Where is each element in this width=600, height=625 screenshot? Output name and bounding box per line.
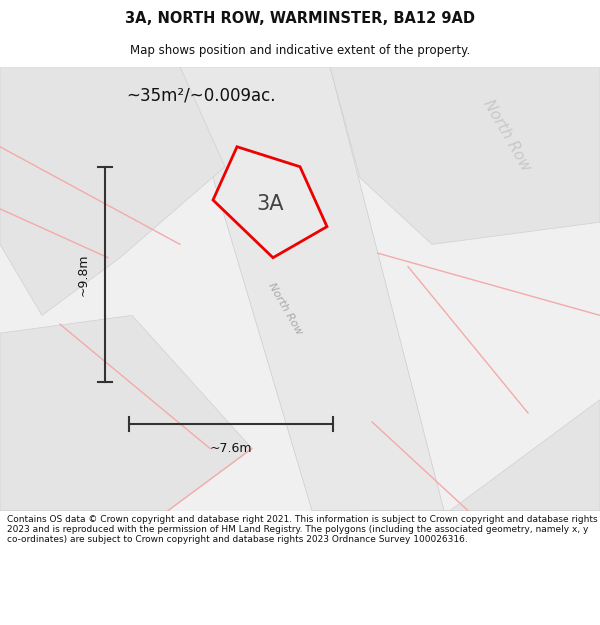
- Text: ~9.8m: ~9.8m: [77, 253, 90, 296]
- Polygon shape: [213, 147, 327, 258]
- Text: North Row: North Row: [266, 281, 304, 336]
- Text: Contains OS data © Crown copyright and database right 2021. This information is : Contains OS data © Crown copyright and d…: [7, 515, 598, 544]
- Polygon shape: [330, 67, 600, 244]
- Text: 3A: 3A: [256, 194, 284, 214]
- Polygon shape: [0, 316, 252, 511]
- Text: North Row: North Row: [481, 98, 533, 174]
- Polygon shape: [0, 67, 225, 316]
- Text: 3A, NORTH ROW, WARMINSTER, BA12 9AD: 3A, NORTH ROW, WARMINSTER, BA12 9AD: [125, 11, 475, 26]
- Text: ~7.6m: ~7.6m: [210, 442, 252, 455]
- Polygon shape: [360, 400, 600, 511]
- Text: Map shows position and indicative extent of the property.: Map shows position and indicative extent…: [130, 44, 470, 57]
- Text: ~35m²/~0.009ac.: ~35m²/~0.009ac.: [126, 87, 275, 105]
- Polygon shape: [180, 67, 444, 511]
